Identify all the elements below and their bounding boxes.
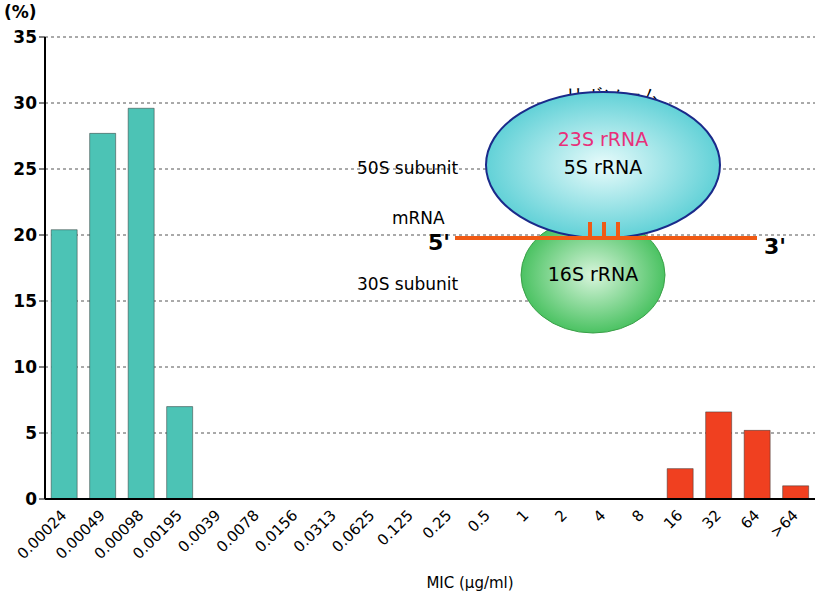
svg-text:23S rRNA: 23S rRNA	[558, 128, 649, 150]
svg-text:30S subunit: 30S subunit	[357, 274, 459, 294]
svg-text:5S rRNA: 5S rRNA	[564, 156, 642, 178]
svg-text:8: 8	[628, 506, 647, 525]
svg-text:15: 15	[13, 291, 37, 311]
svg-text:20: 20	[13, 225, 37, 245]
svg-text:5': 5'	[428, 230, 450, 255]
svg-text:0.25: 0.25	[419, 506, 455, 542]
svg-text:35: 35	[13, 27, 37, 47]
svg-text:mRNA: mRNA	[392, 208, 445, 228]
svg-text:64: 64	[737, 506, 763, 532]
svg-text:3': 3'	[764, 234, 786, 259]
svg-text:(%): (%)	[8, 2, 37, 22]
svg-text:0.0625: 0.0625	[328, 506, 378, 556]
svg-text:0: 0	[25, 489, 37, 509]
svg-text:5: 5	[25, 423, 37, 443]
svg-text:32: 32	[699, 506, 725, 532]
svg-text:2: 2	[551, 506, 570, 525]
svg-text:30: 30	[13, 93, 37, 113]
svg-text:25: 25	[13, 159, 37, 179]
svg-text:50S subunit: 50S subunit	[357, 158, 459, 178]
svg-text:0.0156: 0.0156	[251, 506, 302, 557]
svg-text:16S rRNA: 16S rRNA	[548, 263, 639, 285]
svg-text:0.5: 0.5	[464, 506, 494, 536]
svg-text:0.0313: 0.0313	[289, 506, 340, 557]
svg-text:0.00195: 0.00195	[129, 506, 186, 563]
svg-text:0.0078: 0.0078	[212, 506, 263, 557]
svg-text:10: 10	[13, 357, 37, 377]
svg-text:0.00049: 0.00049	[52, 506, 109, 563]
svg-text:1: 1	[513, 506, 532, 525]
svg-text:16: 16	[660, 506, 686, 532]
svg-text:0.125: 0.125	[374, 506, 417, 549]
svg-text:リボソーム: リボソーム	[565, 84, 660, 106]
svg-text:MIC (μg/ml): MIC (μg/ml)	[426, 574, 513, 592]
svg-text:0.0039: 0.0039	[174, 506, 225, 557]
svg-text:0.00024: 0.00024	[13, 506, 71, 563]
svg-text:0.00098: 0.00098	[90, 506, 148, 563]
svg-text:4: 4	[590, 506, 609, 525]
svg-text:>64: >64	[767, 506, 802, 541]
